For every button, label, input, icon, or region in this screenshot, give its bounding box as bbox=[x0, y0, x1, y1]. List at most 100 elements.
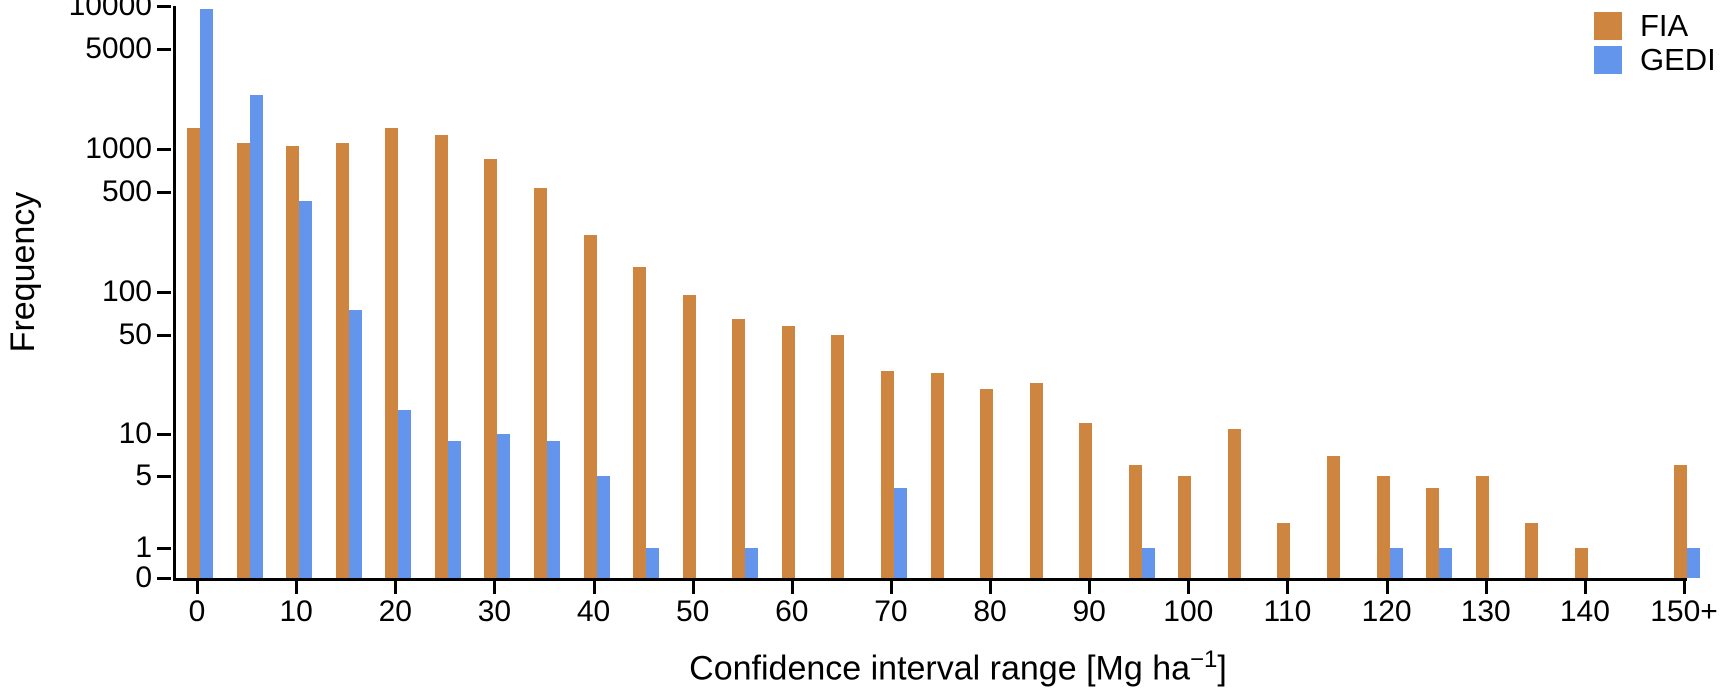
bar-fia-140 bbox=[1574, 548, 1588, 578]
x-axis-tick-label: 110 bbox=[1263, 595, 1312, 628]
legend-item-fia: FIA bbox=[1594, 10, 1716, 41]
y-axis-tick bbox=[157, 577, 171, 580]
bar-fia-0 bbox=[187, 128, 200, 578]
legend-label-gedi: GEDI bbox=[1640, 42, 1716, 77]
y-axis-tick bbox=[157, 191, 171, 194]
y-axis-tick bbox=[157, 5, 171, 8]
legend: FIA GEDI bbox=[1594, 10, 1716, 80]
bar-fia-40 bbox=[583, 235, 597, 578]
bar-fia-35 bbox=[533, 188, 547, 578]
bar-fia-15 bbox=[335, 143, 349, 578]
x-axis-tick bbox=[493, 581, 497, 594]
y-axis-tick bbox=[157, 475, 171, 478]
y-axis-tick bbox=[157, 291, 171, 294]
bar-fia-135 bbox=[1525, 523, 1539, 578]
y-axis-tick-label: 10000 bbox=[68, 0, 152, 22]
x-axis-tick bbox=[1583, 581, 1587, 594]
bar-fia-80 bbox=[980, 389, 994, 578]
bar-gedi-40 bbox=[596, 476, 610, 578]
y-axis-tick-label: 1000 bbox=[85, 132, 152, 165]
x-axis-tick-label: 80 bbox=[973, 595, 1007, 628]
bar-fia-30 bbox=[484, 159, 498, 578]
bar-gedi-15 bbox=[348, 310, 362, 578]
y-axis-tick bbox=[157, 334, 171, 337]
x-axis-title-text: Confidence interval range [Mg ha bbox=[689, 649, 1191, 688]
bar-gedi-35 bbox=[546, 441, 560, 578]
bar-gedi-25 bbox=[447, 441, 461, 578]
bar-fia-60 bbox=[781, 326, 795, 578]
x-axis-tick bbox=[1683, 581, 1686, 594]
legend-swatch-fia bbox=[1594, 12, 1622, 40]
bar-gedi-150+ bbox=[1687, 548, 1700, 578]
y-axis-tick-label: 0 bbox=[135, 561, 152, 594]
x-axis-tick bbox=[691, 581, 695, 594]
bar-fia-20 bbox=[385, 128, 399, 578]
bar-fia-45 bbox=[633, 267, 647, 578]
bar-fia-50 bbox=[682, 295, 696, 578]
x-axis-title-superscript: −1 bbox=[1190, 646, 1218, 673]
x-axis-tick bbox=[1484, 581, 1488, 594]
x-axis-tick bbox=[592, 581, 596, 594]
y-axis-tick-label: 500 bbox=[101, 175, 152, 208]
y-axis-tick bbox=[157, 48, 171, 51]
bar-gedi-70 bbox=[893, 488, 907, 578]
y-axis-tick-label: 10 bbox=[118, 417, 152, 450]
x-axis-tick bbox=[196, 581, 199, 594]
x-axis-tick-label: 20 bbox=[378, 595, 412, 628]
bar-fia-110 bbox=[1277, 523, 1291, 578]
x-axis-title-bracket: ] bbox=[1217, 649, 1227, 688]
y-axis-tick-label: 1 bbox=[135, 531, 152, 564]
y-axis-tick bbox=[157, 547, 171, 550]
x-axis-tick-label: 70 bbox=[874, 595, 908, 628]
bar-gedi-55 bbox=[745, 548, 759, 578]
y-axis-tick-label: 5 bbox=[135, 459, 152, 492]
x-axis-tick-label: 50 bbox=[675, 595, 710, 628]
bar-gedi-120 bbox=[1389, 548, 1403, 578]
x-axis-tick bbox=[1286, 581, 1290, 594]
bar-gedi-30 bbox=[497, 434, 511, 578]
x-axis-tick bbox=[1187, 581, 1191, 594]
y-axis-tick-label: 50 bbox=[118, 318, 152, 351]
bar-fia-120 bbox=[1376, 476, 1390, 578]
bar-fia-10 bbox=[286, 146, 300, 578]
bar-gedi-95 bbox=[1141, 548, 1155, 578]
y-axis-title: Frequency bbox=[4, 191, 42, 353]
x-axis-tick bbox=[295, 581, 299, 594]
x-axis-tick-label: 140 bbox=[1559, 595, 1610, 628]
x-axis-tick bbox=[790, 581, 794, 594]
bar-fia-150+ bbox=[1674, 465, 1687, 578]
plot-area bbox=[173, 6, 1700, 581]
bar-fia-105 bbox=[1227, 429, 1241, 578]
bar-gedi-125 bbox=[1439, 548, 1453, 578]
bar-fia-115 bbox=[1327, 456, 1341, 578]
bar-fia-65 bbox=[831, 335, 845, 578]
x-axis-tick-label: 150+ bbox=[1650, 595, 1718, 628]
x-axis-tick-label: 100 bbox=[1163, 595, 1214, 628]
bar-fia-90 bbox=[1079, 423, 1093, 578]
legend-item-gedi: GEDI bbox=[1594, 42, 1716, 77]
bar-fia-25 bbox=[434, 135, 448, 578]
bar-fia-125 bbox=[1426, 488, 1440, 578]
x-axis-tick-label: 40 bbox=[576, 595, 611, 628]
x-axis-title: Confidence interval range [Mg ha−1] bbox=[528, 640, 1388, 688]
legend-swatch-gedi bbox=[1594, 46, 1622, 74]
bar-fia-85 bbox=[1029, 383, 1043, 578]
x-axis-tick bbox=[1088, 581, 1092, 594]
x-axis-tick bbox=[889, 581, 893, 594]
bar-gedi-5 bbox=[249, 95, 263, 578]
bar-gedi-0 bbox=[200, 9, 213, 578]
x-axis-tick-label: 120 bbox=[1361, 595, 1412, 628]
bar-fia-95 bbox=[1128, 465, 1142, 578]
bar-gedi-10 bbox=[299, 201, 313, 578]
y-axis-tick bbox=[157, 433, 171, 436]
x-axis-tick bbox=[1385, 581, 1389, 594]
y-axis-tick-label: 5000 bbox=[85, 32, 152, 65]
bar-gedi-45 bbox=[646, 548, 660, 578]
x-axis-tick-label: 60 bbox=[775, 595, 809, 628]
bar-fia-70 bbox=[880, 371, 894, 578]
bar-fia-130 bbox=[1475, 476, 1489, 578]
x-axis-tick-label: 130 bbox=[1460, 595, 1511, 628]
bar-gedi-20 bbox=[398, 410, 412, 578]
x-axis-tick-label: 30 bbox=[477, 595, 512, 628]
